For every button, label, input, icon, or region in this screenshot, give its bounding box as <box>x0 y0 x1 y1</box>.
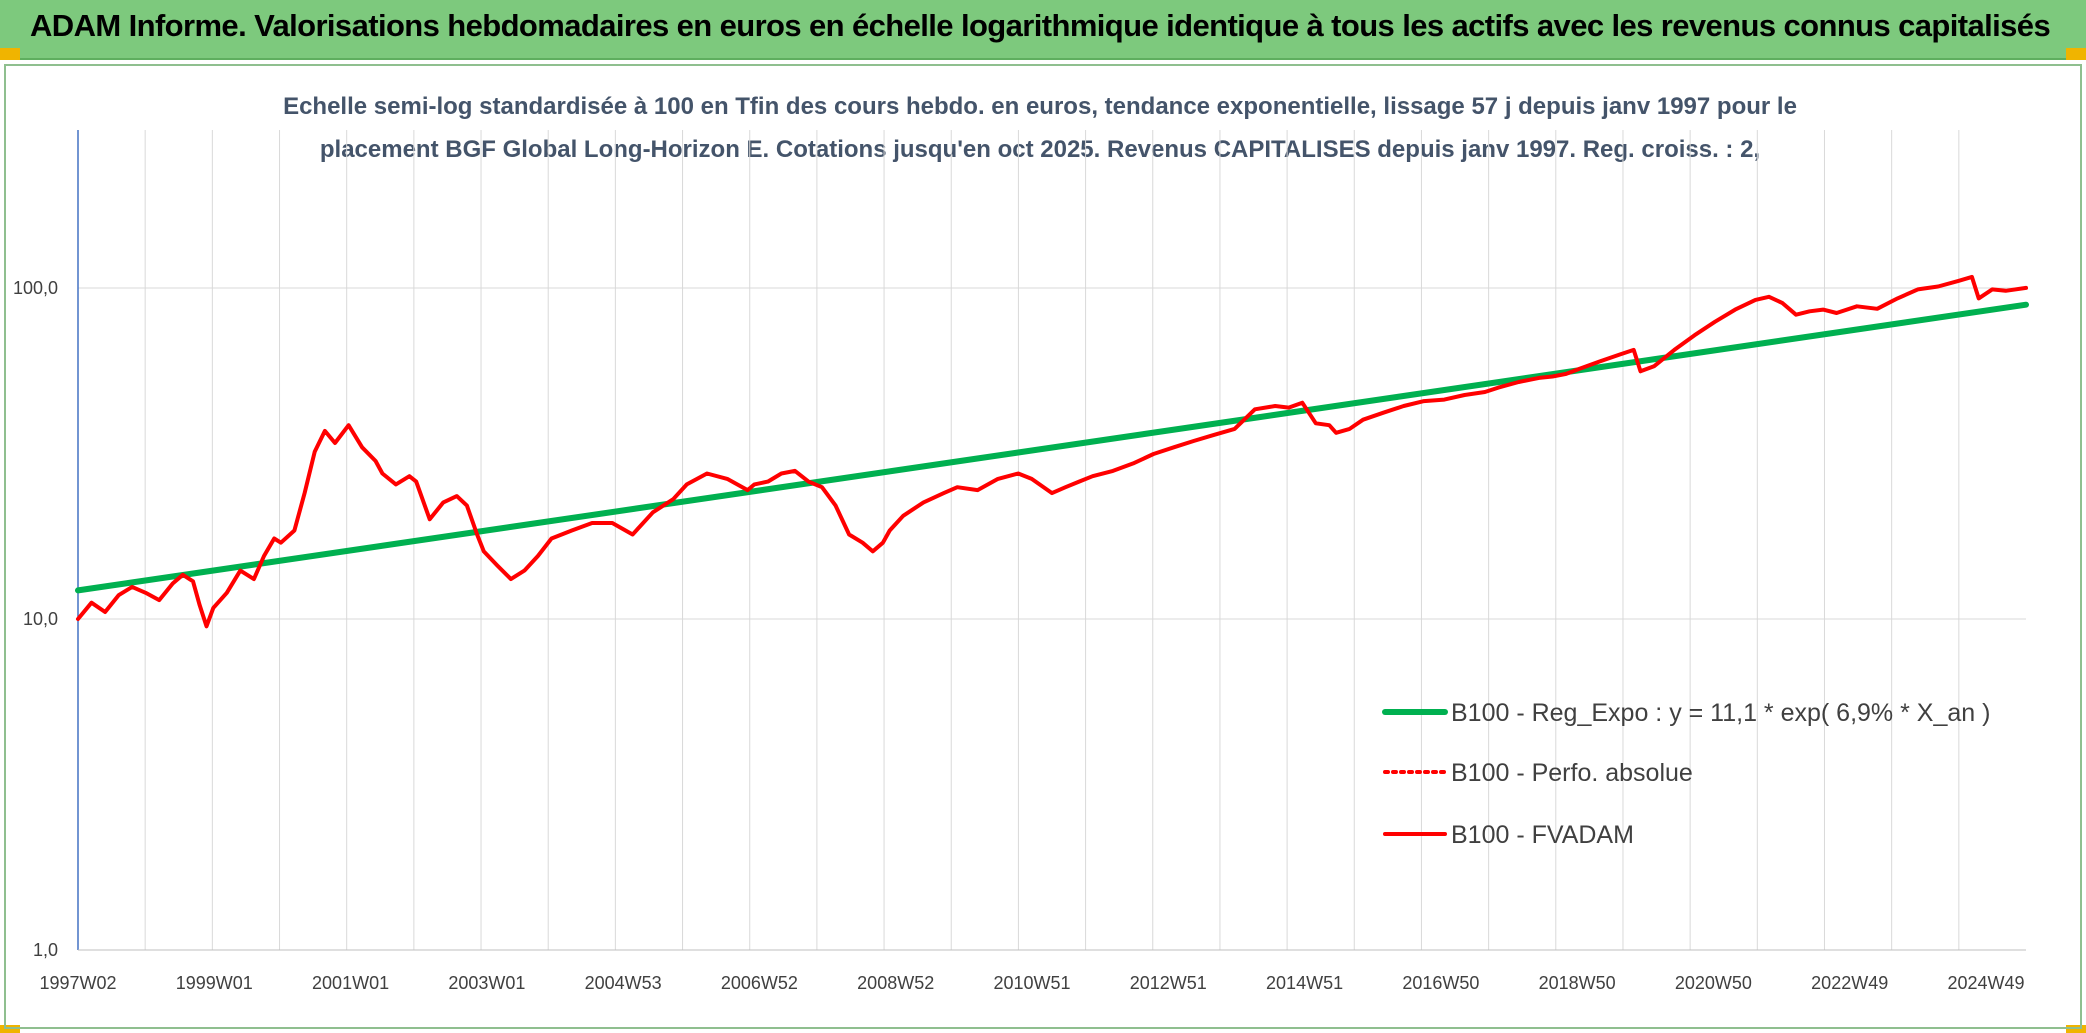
y-tick-label: 1,0 <box>33 940 58 960</box>
subtitle-line-1: Echelle semi-log standardisée à 100 en T… <box>283 93 1797 120</box>
subtitle-line-2: placement BGF Global Long-Horizon E. Cot… <box>320 136 1760 163</box>
chart-frame <box>4 64 2082 1029</box>
series-line-0 <box>75 301 2029 594</box>
corner-accent-left <box>0 48 20 60</box>
series-line-2 <box>76 274 2028 629</box>
x-tick-label: 2016W50 <box>1402 973 1479 993</box>
x-tick-label: 2022W49 <box>1811 973 1888 993</box>
y-tick-label: 10,0 <box>23 609 58 629</box>
corner-accent-bottom-right <box>2066 1025 2086 1033</box>
x-tick-label: 2008W52 <box>857 973 934 993</box>
grid <box>78 130 2026 951</box>
title-banner: ADAM Informe. Valorisations hebdomadaire… <box>0 0 2086 60</box>
x-tick-label: 2014W51 <box>1266 973 1343 993</box>
legend: B100 - Reg_Expo : y = 11,1 * exp( 6,9% *… <box>1382 699 1990 849</box>
x-tick-label: 1997W02 <box>39 973 116 993</box>
corner-accent-right <box>2066 48 2086 60</box>
x-tick-label: 2012W51 <box>1130 973 1207 993</box>
banner-title: ADAM Informe. Valorisations hebdomadaire… <box>30 8 2051 43</box>
corner-accent-bottom-left <box>0 1025 20 1033</box>
x-tick-label: 2006W52 <box>721 973 798 993</box>
x-tick-label: 2010W51 <box>993 973 1070 993</box>
legend-label-0: B100 - Reg_Expo : y = 11,1 * exp( 6,9% *… <box>1451 699 1990 727</box>
x-tick-label: 2004W53 <box>585 973 662 993</box>
y-tick-label: 100,0 <box>13 278 58 298</box>
legend-label-1: B100 - Perfo. absolue <box>1451 759 1693 787</box>
x-tick-label: 1999W01 <box>176 973 253 993</box>
x-tick-label: 2018W50 <box>1539 973 1616 993</box>
x-tick-label: 2020W50 <box>1675 973 1752 993</box>
x-tick-label: 2024W49 <box>1947 973 2024 993</box>
x-tick-label: 2001W01 <box>312 973 389 993</box>
x-tick-label: 2003W01 <box>448 973 525 993</box>
chart-subtitle: Echelle semi-log standardisée à 100 en T… <box>283 93 1797 163</box>
legend-label-2: B100 - FVADAM <box>1451 821 1634 849</box>
axes: 1,0 10,0 100,0 1997W02 1999W01 2001W01 2003W01… <box>13 130 2026 993</box>
series-lines <box>75 274 2029 629</box>
